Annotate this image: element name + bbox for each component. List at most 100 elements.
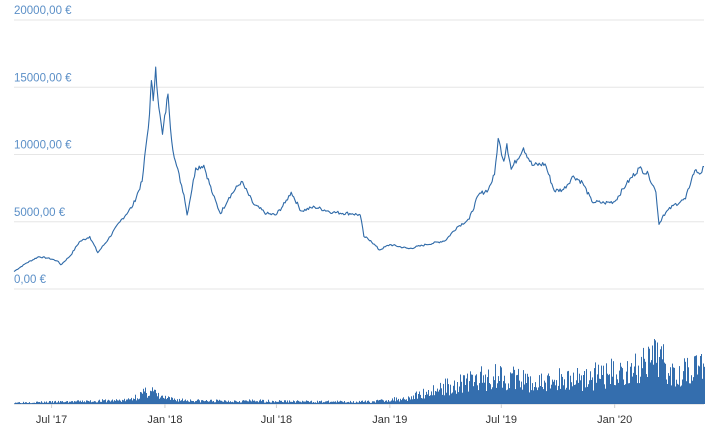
volume-bar: [595, 362, 596, 404]
volume-bar: [133, 398, 134, 404]
volume-bar: [111, 400, 112, 404]
volume-bar: [452, 392, 453, 404]
volume-bar: [29, 402, 30, 404]
volume-bar: [624, 385, 625, 404]
volume-bar: [424, 398, 425, 404]
y-tick-label: 0,00 €: [14, 274, 47, 286]
volume-bar: [351, 402, 352, 404]
volume-bar: [221, 400, 222, 404]
volume-bar: [217, 399, 218, 404]
volume-bar: [672, 363, 673, 404]
volume-bar: [73, 402, 74, 404]
volume-bar: [66, 401, 67, 404]
volume-bar: [381, 399, 382, 404]
volume-bar: [663, 344, 664, 404]
volume-bar: [363, 402, 364, 404]
volume-bar: [693, 377, 694, 404]
volume-bar: [159, 398, 160, 404]
volume-bar: [402, 398, 403, 404]
volume-bar: [449, 395, 450, 404]
volume-bar: [115, 400, 116, 404]
volume-bar: [623, 379, 624, 404]
volume-bar: [346, 402, 347, 404]
volume-bar: [628, 383, 629, 404]
volume-bar: [618, 382, 619, 404]
volume-bar: [18, 402, 19, 404]
volume-bar: [675, 386, 676, 404]
volume-bar: [437, 388, 438, 404]
volume-bar: [480, 371, 481, 404]
volume-bar: [191, 400, 192, 404]
volume-bar: [540, 386, 541, 404]
volume-bar: [309, 402, 310, 404]
volume-bar: [291, 401, 292, 404]
volume-bar: [651, 360, 652, 404]
volume-bar: [62, 401, 63, 404]
volume-bar: [315, 402, 316, 404]
volume-bar: [209, 401, 210, 404]
volume-bar: [258, 402, 259, 404]
volume-bar: [322, 402, 323, 404]
volume-bar: [685, 361, 686, 404]
volume-bar: [412, 399, 413, 404]
volume-bar: [107, 400, 108, 404]
volume-bar: [658, 377, 659, 404]
volume-bar: [40, 402, 41, 404]
volume-bar: [690, 383, 691, 404]
volume-bar: [122, 399, 123, 404]
volume-bar: [67, 401, 68, 404]
volume-bar: [592, 377, 593, 404]
volume-bar: [507, 389, 508, 404]
volume-bar: [88, 401, 89, 404]
volume-bar: [245, 400, 246, 404]
volume-bar: [612, 376, 613, 404]
volume-bar: [379, 400, 380, 404]
volume-bar: [154, 389, 155, 404]
volume-bar: [250, 400, 251, 404]
volume-bar: [228, 400, 229, 404]
volume-bar: [405, 399, 406, 404]
volume-bar: [461, 381, 462, 404]
volume-bar: [442, 394, 443, 404]
volume-bar: [263, 399, 264, 404]
volume-bar: [86, 400, 87, 404]
volume-bar: [501, 367, 502, 404]
volume-bar: [34, 402, 35, 404]
volume-bar: [272, 400, 273, 404]
volume-bar: [199, 400, 200, 404]
volume-bar: [509, 388, 510, 404]
volume-bar: [279, 400, 280, 404]
volume-bar: [231, 402, 232, 404]
volume-bar: [670, 367, 671, 404]
volume-bar: [370, 402, 371, 404]
volume-bar: [130, 399, 131, 404]
volume-bar: [368, 400, 369, 404]
volume-bar: [546, 391, 547, 404]
volume-bar: [380, 399, 381, 404]
volume-bar: [103, 400, 104, 404]
x-tick-label: Jan '18: [147, 414, 182, 426]
volume-bar: [146, 393, 147, 404]
volume-bar: [241, 402, 242, 404]
volume-bar: [597, 374, 598, 404]
volume-bar: [360, 402, 361, 404]
volume-bar: [522, 389, 523, 404]
volume-bar: [16, 402, 17, 404]
volume-bar: [689, 383, 690, 404]
volume-bar: [643, 347, 644, 404]
volume-bar: [504, 375, 505, 404]
volume-bar: [45, 402, 46, 404]
volume-bar: [367, 400, 368, 404]
volume-bar: [137, 398, 138, 404]
volume-bar: [450, 384, 451, 404]
y-tick-label: 10000,00 €: [14, 140, 72, 152]
volume-bar: [176, 401, 177, 404]
volume-bar: [688, 367, 689, 404]
volume-bar: [638, 365, 639, 404]
volume-bar: [444, 395, 445, 404]
volume-bar: [164, 398, 165, 404]
volume-bar: [242, 400, 243, 404]
volume-bar: [31, 403, 32, 404]
volume-bar: [474, 382, 475, 404]
volume-bar: [696, 355, 697, 404]
